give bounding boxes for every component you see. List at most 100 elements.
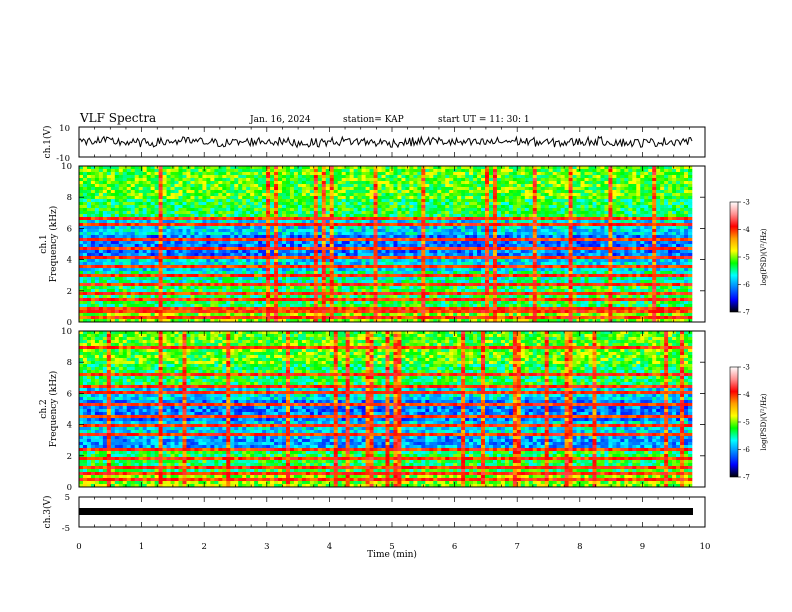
- spectrogram-cell: [246, 220, 251, 224]
- spectrogram-cell: [524, 223, 530, 227]
- spectrogram-cell: [106, 223, 112, 227]
- spectrogram-cell: [528, 238, 534, 242]
- spectrogram-cell: [289, 172, 295, 176]
- spectrogram-cell: [190, 229, 195, 233]
- spectrogram-cell: [616, 187, 621, 191]
- spectrogram-cell: [369, 172, 374, 176]
- spectrogram-cell: [174, 190, 179, 194]
- spectrogram-cell: [548, 199, 553, 203]
- spectrogram-cell: [353, 244, 358, 248]
- spectrogram-cell: [333, 211, 339, 215]
- spectrogram-cell: [385, 178, 390, 182]
- spectrogram-cell: [584, 241, 589, 245]
- spectrogram-cell: [274, 193, 279, 197]
- spectrogram-cell: [114, 259, 120, 263]
- spectrogram-cell: [660, 232, 665, 236]
- spectrogram-cell: [548, 202, 553, 206]
- spectrogram-cell: [166, 250, 171, 254]
- spectrogram-cell: [596, 166, 601, 170]
- spectrogram-cell: [90, 211, 96, 215]
- spectrogram-cell: [309, 250, 315, 254]
- spectrogram-cell: [437, 217, 442, 221]
- spectrogram-cell: [656, 253, 661, 257]
- spectrogram-cell: [405, 196, 410, 200]
- spectrogram-cell: [668, 217, 673, 221]
- spectrogram-cell: [544, 214, 549, 218]
- spectrogram-cell: [206, 166, 211, 170]
- spectrogram-cell: [313, 193, 319, 197]
- spectrogram-cell: [397, 202, 402, 206]
- spectrogram-cell: [234, 229, 239, 233]
- spectrogram-cell: [361, 247, 366, 251]
- spectrogram-cell: [393, 247, 398, 251]
- spectrogram-cell: [508, 232, 514, 236]
- spectrogram-cell: [158, 208, 163, 212]
- spectrogram-cell: [86, 226, 92, 230]
- spectrogram-cell: [544, 199, 549, 203]
- spectrogram-cell: [134, 199, 140, 203]
- spectrogram-cell: [349, 169, 354, 173]
- spectrogram-cell: [668, 166, 673, 170]
- spectrogram-cell: [317, 226, 323, 230]
- spectrogram-cell: [552, 208, 557, 212]
- spectrogram-cell: [485, 226, 490, 230]
- spectrogram-cell: [162, 250, 167, 254]
- spectrogram-cell: [405, 205, 410, 209]
- spectrogram-cell: [381, 241, 386, 245]
- spectrogram-cell: [206, 184, 211, 188]
- spectrogram-cell: [481, 196, 486, 200]
- spectrogram-cell: [266, 169, 271, 173]
- spectrogram-cell: [461, 229, 466, 233]
- spectrogram-cell: [684, 205, 689, 209]
- spectrogram-cell: [437, 235, 442, 239]
- spectrogram-cell: [122, 169, 128, 173]
- spectrogram-cell: [190, 181, 195, 185]
- spectrogram-cell: [540, 241, 546, 245]
- spectrogram-cell: [656, 208, 661, 212]
- spectrogram-cell: [158, 190, 163, 194]
- spectrogram-cell: [122, 256, 128, 260]
- spectrogram-cell: [429, 214, 434, 218]
- spectrogram-cell: [576, 223, 581, 227]
- spectrogram-cell: [389, 199, 394, 203]
- spectrogram-cell: [106, 235, 112, 239]
- spectrogram-cell: [198, 187, 203, 191]
- spectrogram-cell: [664, 187, 669, 191]
- spectrogram-cell: [389, 211, 394, 215]
- spectrogram-cell: [325, 238, 331, 242]
- spectrogram-cell: [262, 184, 267, 188]
- spectrogram-cell: [349, 244, 354, 248]
- spectrogram-cell: [405, 226, 410, 230]
- spectrogram-cell: [194, 184, 199, 188]
- spectrogram-cell: [122, 184, 128, 188]
- spectrogram-cell: [79, 202, 84, 206]
- spectrogram-cell: [576, 193, 581, 197]
- spectrogram-cell: [612, 232, 617, 236]
- spectrogram-cell: [126, 193, 132, 197]
- spectrogram-cell: [520, 202, 526, 206]
- spectrogram-cell: [473, 166, 478, 170]
- spectrogram-cell: [417, 196, 422, 200]
- spectrogram-cell: [425, 169, 430, 173]
- spectrogram-cell: [289, 247, 295, 251]
- spectrogram-cell: [305, 238, 311, 242]
- spectrogram-cell: [652, 247, 657, 251]
- spectrogram-cell: [544, 193, 549, 197]
- spectrogram-cell: [154, 172, 159, 176]
- spectrogram-cell: [508, 253, 514, 257]
- spectrogram-cell: [620, 205, 625, 209]
- spectrogram-cell: [608, 235, 613, 239]
- spectrogram-cell: [369, 211, 374, 215]
- spectrogram-cell: [584, 196, 589, 200]
- spectrogram-cell: [246, 175, 251, 179]
- spectrogram-cell: [684, 190, 689, 194]
- spectrogram-cell: [512, 172, 518, 176]
- spectrogram-cell: [500, 199, 506, 203]
- spectrogram-cell: [246, 181, 251, 185]
- spectrogram-cell: [504, 193, 510, 197]
- spectrogram-cell: [345, 199, 350, 203]
- spectrogram-cell: [98, 259, 104, 263]
- spectrogram-cell: [250, 262, 255, 266]
- spectrogram-cell: [214, 181, 219, 185]
- spectrogram-cell: [664, 238, 669, 242]
